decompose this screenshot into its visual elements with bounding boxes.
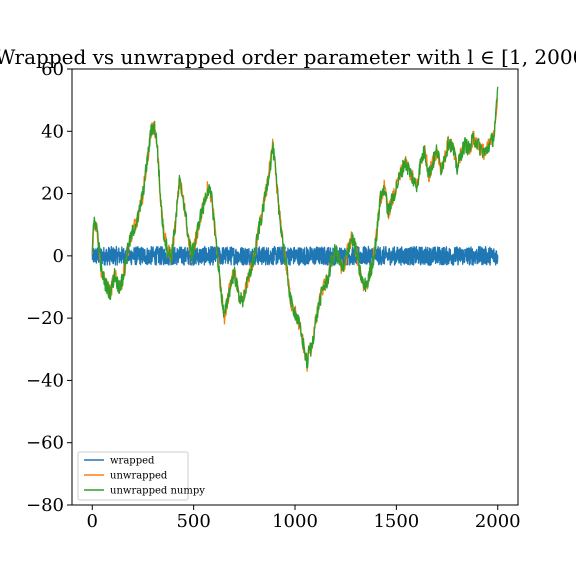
legend-label: unwrapped numpy bbox=[110, 486, 205, 497]
y-tick-label: 60 bbox=[41, 59, 64, 80]
x-tick-label: 1500 bbox=[373, 511, 419, 532]
plot-frame bbox=[71, 68, 519, 506]
series-line-unwrapped-numpy bbox=[91, 86, 499, 369]
series-line-wrapped bbox=[91, 245, 499, 266]
legend-label: wrapped bbox=[110, 456, 155, 467]
y-tick-label: −80 bbox=[26, 495, 64, 516]
y-tick-label: 40 bbox=[41, 121, 64, 142]
x-tick-label: 500 bbox=[176, 511, 210, 532]
x-tick-label: 1000 bbox=[272, 511, 318, 532]
legend: wrapped unwrapped unwrapped numpy bbox=[77, 451, 205, 501]
x-tick-label: 0 bbox=[87, 511, 98, 532]
legend-box bbox=[77, 451, 189, 501]
y-tick-label: −40 bbox=[26, 370, 64, 391]
series-group bbox=[91, 86, 499, 372]
y-tick-label: 20 bbox=[41, 184, 64, 205]
x-tick-label: 2000 bbox=[475, 511, 521, 532]
plot-area bbox=[91, 86, 499, 372]
axes: 0 500 1000 1500 2000 −80 −60 −40 −20 0 20 40 60 bbox=[26, 59, 521, 532]
chart-title: Wrapped vs unwrapped order parameter wit… bbox=[0, 45, 576, 69]
y-tick-label: 0 bbox=[53, 246, 64, 267]
y-tick-label: −20 bbox=[26, 308, 64, 329]
legend-label: unwrapped bbox=[110, 471, 168, 482]
y-tick-label: −60 bbox=[26, 433, 64, 454]
series-line-unwrapped bbox=[91, 97, 499, 372]
